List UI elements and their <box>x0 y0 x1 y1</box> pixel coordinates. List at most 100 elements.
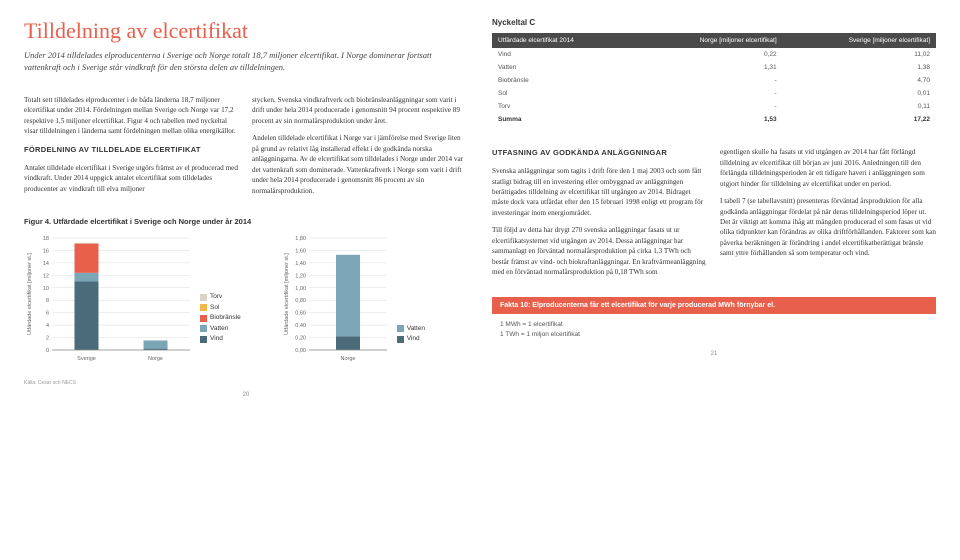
legend-item: Vind <box>200 334 241 344</box>
right-page: Nyckeltal C Utfärdade elcertifikat 2014 … <box>492 18 936 398</box>
body-col-b: stycken. Svenska vindkraftverk och biobr… <box>252 88 468 204</box>
fact-box: Fakta 10: Elproducenterna får ett elcert… <box>492 297 936 314</box>
svg-text:Norge: Norge <box>340 356 355 362</box>
source-text: Källa: Cesar och NECS <box>24 380 468 386</box>
paragraph: I tabell 7 (se tabellavsnitt) presentera… <box>720 196 936 259</box>
legend-swatch <box>200 304 207 311</box>
svg-text:14: 14 <box>43 261 49 267</box>
table-row: Vatten1,311,38 <box>492 61 936 74</box>
table-cell: Biobränsle <box>492 74 636 87</box>
svg-text:4: 4 <box>46 323 49 329</box>
legend-item: Vind <box>397 334 425 344</box>
legend-swatch <box>200 325 207 332</box>
legend-item: Biobränsle <box>200 313 241 323</box>
svg-text:0,00: 0,00 <box>295 348 306 354</box>
table-row: Torv-0,11 <box>492 100 936 113</box>
chart-1-legend: TorvSolBiobränsleVattenVind <box>200 292 241 344</box>
subheading: FÖRDELNING AV TILLDELADE ELCERTIFIKAT <box>24 145 240 156</box>
page-number-right: 21 <box>492 351 936 357</box>
svg-text:Utfärdade elcertifikat [miljon: Utfärdade elcertifikat [miljoner st.] <box>27 253 33 335</box>
svg-text:1,00: 1,00 <box>295 286 306 292</box>
page-title: Tilldelning av elcertifikat <box>24 18 468 44</box>
legend-label: Vind <box>407 334 420 344</box>
table-cell: Vatten <box>492 61 636 74</box>
table-cell: 1,38 <box>783 61 936 74</box>
table-cell: Sol <box>492 87 636 100</box>
legend-swatch <box>397 325 404 332</box>
legend-label: Vind <box>210 334 223 344</box>
legend-item: Vatten <box>200 324 241 334</box>
legend-label: Vatten <box>407 324 425 334</box>
right-col-b: egentligen skulle ha fasats ut vid utgån… <box>720 140 936 285</box>
unit-line: 1 MWh = 1 elcertifikat <box>500 320 928 330</box>
table-row: Biobränsle-4,70 <box>492 74 936 87</box>
right-col-a: UTFASNING AV GODKÄNDA ANLÄGGNINGAR Svens… <box>492 140 708 285</box>
svg-text:0,20: 0,20 <box>295 336 306 342</box>
legend-label: Biobränsle <box>210 313 241 323</box>
table-cell: 1,53 <box>636 113 782 126</box>
legend-swatch <box>200 294 207 301</box>
body-columns: Totalt sett tilldelades elproducenter i … <box>24 88 468 204</box>
svg-text:0,40: 0,40 <box>295 323 306 329</box>
table-cell: Summa <box>492 113 636 126</box>
legend-swatch <box>200 336 207 343</box>
svg-text:8: 8 <box>46 299 49 305</box>
table-cell: - <box>636 87 782 100</box>
right-body-columns: UTFASNING AV GODKÄNDA ANLÄGGNINGAR Svens… <box>492 140 936 285</box>
svg-text:16: 16 <box>43 249 49 255</box>
chart-1: Utfärdade elcertifikat [miljoner st.] 0 2 4… <box>24 234 194 364</box>
paragraph: Antalet tilldelade elcertifikat i Sverig… <box>24 163 240 194</box>
legend-item: Sol <box>200 303 241 313</box>
svg-text:12: 12 <box>43 274 49 280</box>
table-header-cell: Norge [miljoner elcertifikat] <box>636 33 782 48</box>
chart-2-block: Utfärdade elcertifikat [miljoner st.] 0,0… <box>281 234 425 364</box>
subheading: UTFASNING AV GODKÄNDA ANLÄGGNINGAR <box>492 148 708 159</box>
legend-item: Vatten <box>397 324 425 334</box>
chart-1-block: Utfärdade elcertifikat [miljoner st.] 0 2 4… <box>24 234 241 364</box>
left-page: Tilldelning av elcertifikat Under 2014 t… <box>24 18 468 398</box>
table-cell: 0,11 <box>783 100 936 113</box>
legend-swatch <box>200 315 207 322</box>
paragraph: egentligen skulle ha fasats ut vid utgån… <box>720 147 936 189</box>
table-cell: 0,01 <box>783 87 936 100</box>
svg-text:Norge: Norge <box>148 356 163 362</box>
svg-text:0,80: 0,80 <box>295 299 306 305</box>
table-header-cell: Sverige [miljoner elcertifikat] <box>783 33 936 48</box>
chart-2: Utfärdade elcertifikat [miljoner st.] 0,0… <box>281 234 391 364</box>
svg-text:1,20: 1,20 <box>295 274 306 280</box>
table-cell: 1,31 <box>636 61 782 74</box>
svg-text:Sverige: Sverige <box>77 356 96 362</box>
paragraph: Andelen tilldelade elcertifikat i Norge … <box>252 133 468 196</box>
svg-text:0: 0 <box>46 348 49 354</box>
svg-text:18: 18 <box>43 236 49 242</box>
unit-line: 1 TWh = 1 miljon elcertifikat <box>500 330 928 340</box>
body-col-a: Totalt sett tilldelades elproducenter i … <box>24 88 240 204</box>
svg-text:Utfärdade elcertifikat [miljon: Utfärdade elcertifikat [miljoner st.] <box>284 253 290 335</box>
charts-row: Utfärdade elcertifikat [miljoner st.] 0 2 4… <box>24 234 468 364</box>
table-sum-row: Summa1,5317,22 <box>492 113 936 126</box>
table-cell: 4,70 <box>783 74 936 87</box>
table-row: Sol-0,01 <box>492 87 936 100</box>
table-row: Vind0,2211,02 <box>492 48 936 61</box>
data-table: Utfärdade elcertifikat 2014 Norge [miljo… <box>492 33 936 126</box>
chart-2-legend: VattenVind <box>397 324 425 345</box>
svg-text:1,80: 1,80 <box>295 236 306 242</box>
svg-text:1,40: 1,40 <box>295 261 306 267</box>
page-number-left: 20 <box>24 392 468 398</box>
svg-text:0,60: 0,60 <box>295 311 306 317</box>
table-title: Nyckeltal C <box>492 18 936 27</box>
legend-label: Vatten <box>210 324 228 334</box>
table-cell: Vind <box>492 48 636 61</box>
svg-text:2: 2 <box>46 336 49 342</box>
figure-caption: Figur 4. Utfärdade elcertifikat i Sverig… <box>24 217 468 226</box>
legend-label: Torv <box>210 292 222 302</box>
paragraph: stycken. Svenska vindkraftverk och biobr… <box>252 95 468 126</box>
table-cell: Torv <box>492 100 636 113</box>
legend-swatch <box>397 336 404 343</box>
svg-text:10: 10 <box>43 286 49 292</box>
table-cell: - <box>636 100 782 113</box>
table-cell: - <box>636 74 782 87</box>
page-spread: Tilldelning av elcertifikat Under 2014 t… <box>0 0 960 406</box>
paragraph: Till följd av detta har drygt 270 svensk… <box>492 225 708 277</box>
intro-text: Under 2014 tilldelades elproducenterna i… <box>24 50 468 74</box>
